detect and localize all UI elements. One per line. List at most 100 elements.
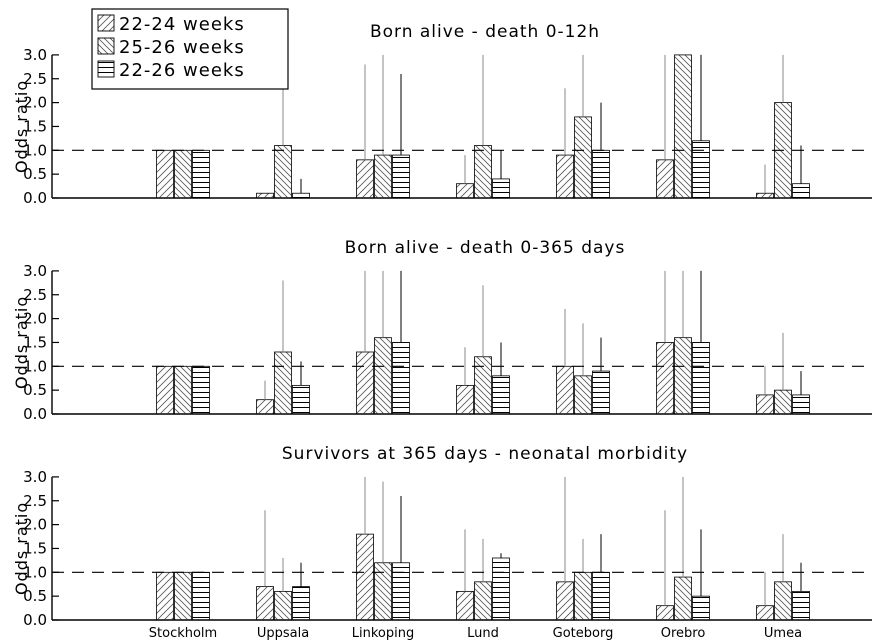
legend-label: 22-24 weeks bbox=[119, 14, 245, 35]
bar bbox=[474, 581, 492, 621]
bar bbox=[356, 533, 374, 621]
bar bbox=[656, 342, 674, 415]
bar bbox=[556, 581, 574, 621]
y-tick-label: 3.0 bbox=[23, 468, 47, 486]
bar bbox=[774, 581, 792, 621]
y-axis-label: Odds ratio bbox=[12, 80, 31, 173]
bar bbox=[592, 370, 610, 415]
bar bbox=[692, 140, 710, 199]
bar bbox=[374, 337, 392, 415]
bar bbox=[356, 351, 374, 415]
bar bbox=[274, 590, 292, 621]
y-tick-label: 0.0 bbox=[23, 405, 47, 423]
bar bbox=[574, 116, 592, 199]
bar bbox=[792, 394, 810, 415]
y-tick-label: 0.0 bbox=[23, 611, 47, 629]
bar bbox=[556, 365, 574, 415]
bar bbox=[474, 145, 492, 199]
y-tick-label: 2.5 bbox=[23, 286, 47, 304]
bar bbox=[292, 192, 310, 199]
x-category-label: Umea bbox=[764, 626, 802, 641]
y-axis-label: Odds ratio bbox=[12, 502, 31, 595]
x-category-label: Orebro bbox=[661, 626, 706, 641]
bar bbox=[756, 605, 774, 621]
legend-swatch bbox=[97, 14, 115, 32]
y-tick-label: 1.5 bbox=[23, 539, 47, 557]
bar bbox=[256, 586, 274, 621]
bar bbox=[592, 149, 610, 199]
y-tick-label: 0.5 bbox=[23, 587, 47, 605]
bar bbox=[756, 394, 774, 415]
bar bbox=[692, 342, 710, 415]
bar bbox=[592, 571, 610, 621]
panel-title: Survivors at 365 days - neonatal morbidi… bbox=[282, 444, 688, 464]
bar bbox=[174, 571, 192, 621]
bar bbox=[292, 384, 310, 415]
bar bbox=[156, 365, 174, 415]
bar bbox=[392, 562, 410, 621]
bar bbox=[456, 384, 474, 415]
bar bbox=[492, 375, 510, 415]
bar bbox=[392, 342, 410, 415]
bar bbox=[356, 159, 374, 199]
bar bbox=[674, 576, 692, 621]
legend-swatch bbox=[97, 37, 115, 55]
y-tick-label: 2.0 bbox=[23, 516, 47, 534]
legend-swatch bbox=[97, 60, 115, 78]
bar bbox=[656, 605, 674, 621]
bar bbox=[274, 145, 292, 199]
x-category-label: Uppsala bbox=[257, 626, 309, 641]
bar bbox=[474, 356, 492, 415]
bar bbox=[574, 375, 592, 415]
bar bbox=[174, 365, 192, 415]
y-tick-label: 0.5 bbox=[23, 381, 47, 399]
panel-title: Born alive - death 0-12h bbox=[370, 22, 600, 42]
bar bbox=[674, 54, 692, 199]
y-tick-label: 2.5 bbox=[23, 492, 47, 510]
y-tick-label: 2.0 bbox=[23, 94, 47, 112]
bar bbox=[792, 590, 810, 621]
bar bbox=[374, 562, 392, 621]
bar bbox=[392, 154, 410, 199]
bar bbox=[556, 154, 574, 199]
legend-label: 25-26 weeks bbox=[119, 37, 245, 58]
bar bbox=[192, 365, 210, 415]
bar bbox=[492, 178, 510, 199]
bar bbox=[256, 399, 274, 415]
bar bbox=[156, 149, 174, 199]
y-tick-label: 3.0 bbox=[23, 46, 47, 64]
y-tick-label: 1.5 bbox=[23, 333, 47, 351]
bar bbox=[574, 571, 592, 621]
legend-box bbox=[91, 8, 289, 90]
bar bbox=[492, 557, 510, 621]
panel-title: Born alive - death 0-365 days bbox=[345, 238, 626, 258]
bar bbox=[274, 351, 292, 415]
y-tick-label: 1.5 bbox=[23, 117, 47, 135]
bar bbox=[756, 192, 774, 199]
bar bbox=[292, 586, 310, 621]
bar bbox=[774, 389, 792, 415]
y-tick-label: 1.0 bbox=[23, 357, 47, 375]
bar bbox=[456, 590, 474, 621]
bar bbox=[256, 192, 274, 199]
y-tick-label: 2.0 bbox=[23, 310, 47, 328]
bar bbox=[174, 149, 192, 199]
y-axis-label: Odds ratio bbox=[12, 296, 31, 389]
bar bbox=[192, 571, 210, 621]
y-tick-label: 2.5 bbox=[23, 70, 47, 88]
bar bbox=[692, 595, 710, 621]
x-category-label: Goteborg bbox=[553, 626, 614, 641]
bar bbox=[156, 571, 174, 621]
legend-label: 22-26 weeks bbox=[119, 60, 245, 81]
bar bbox=[656, 159, 674, 199]
y-tick-label: 3.0 bbox=[23, 262, 47, 280]
y-tick-label: 1.0 bbox=[23, 141, 47, 159]
bar bbox=[792, 183, 810, 199]
y-tick-label: 0.0 bbox=[23, 189, 47, 207]
bar bbox=[674, 337, 692, 415]
bar bbox=[456, 183, 474, 199]
y-tick-label: 0.5 bbox=[23, 165, 47, 183]
x-category-label: Lund bbox=[467, 626, 499, 641]
